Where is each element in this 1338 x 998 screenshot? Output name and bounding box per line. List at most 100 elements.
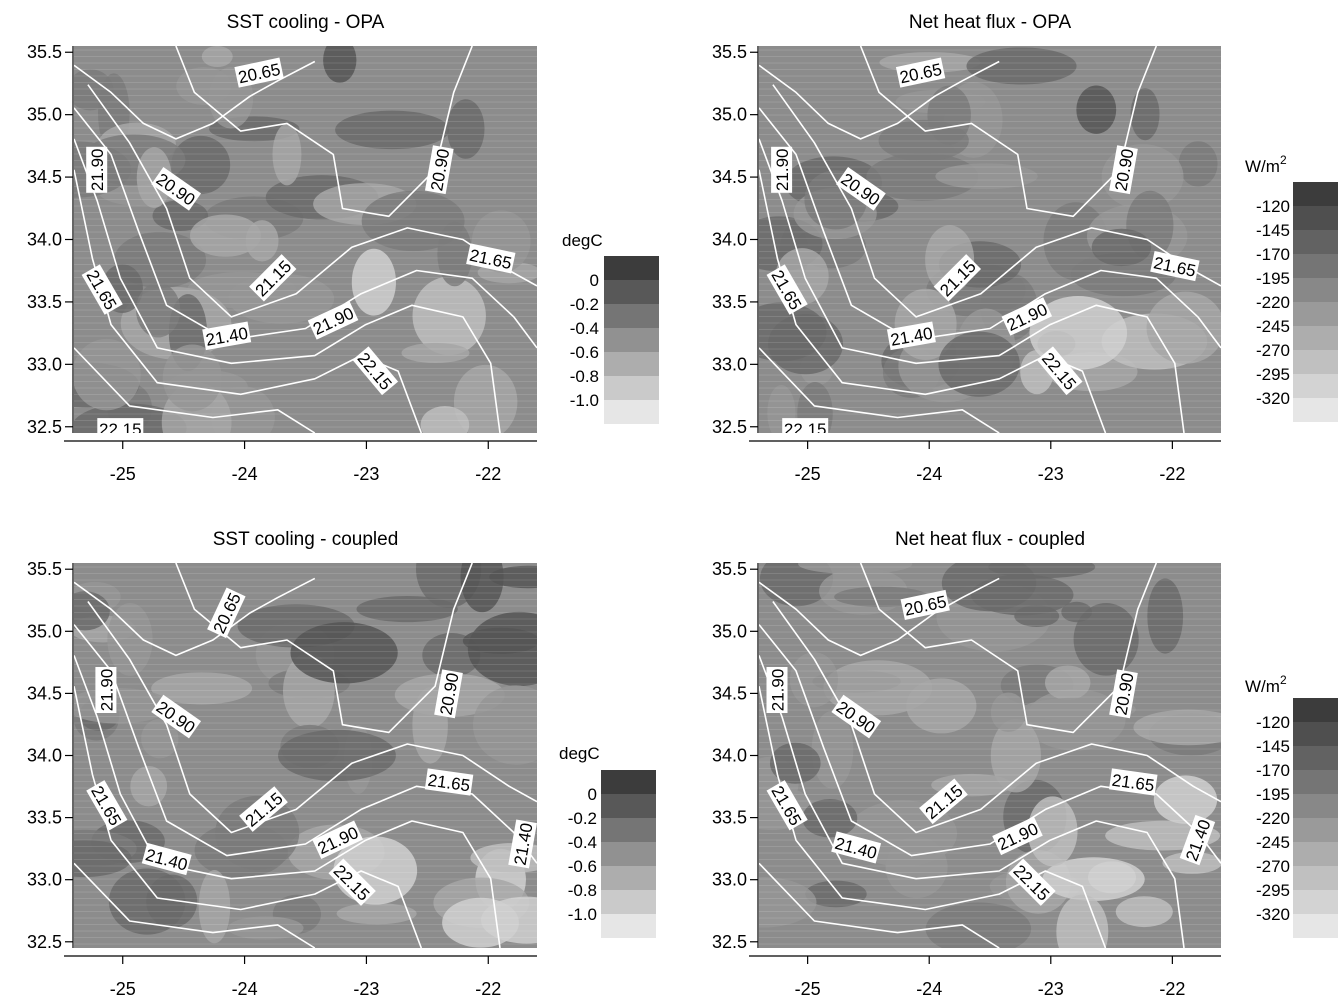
colorbar-tick: -0.2	[568, 809, 597, 828]
colorbar-band	[601, 794, 656, 818]
contour-line	[759, 138, 1185, 433]
y-tick-label: 35.0	[712, 105, 747, 125]
colorbar-tick: -270	[1256, 857, 1290, 876]
y-tick-label: 33.5	[27, 292, 62, 312]
contour-line	[74, 655, 501, 948]
y-tick-label: 33.5	[712, 808, 747, 828]
panel-title: Net heat flux - coupled	[895, 529, 1085, 550]
x-tick-label: -22	[475, 464, 501, 484]
colorbar-tick: -295	[1256, 365, 1290, 384]
y-tick-label: 32.5	[712, 932, 747, 952]
colorbar-band	[601, 890, 656, 914]
colorbar-tick: 0	[588, 785, 597, 804]
y-tick-label: 34.5	[712, 167, 747, 187]
colorbar-band	[1293, 350, 1338, 374]
colorbar-band	[601, 770, 656, 794]
y-tick-label: 33.0	[27, 870, 62, 890]
y-tick-label: 34.5	[27, 167, 62, 187]
colorbar-tick: -195	[1256, 269, 1290, 288]
contour-line	[74, 577, 316, 657]
colorbar-label: W/m2	[1245, 153, 1287, 176]
colorbar-band	[604, 352, 659, 376]
contour-line	[74, 107, 537, 349]
x-tick-label: -25	[110, 979, 136, 998]
colorbar-band	[601, 818, 656, 842]
colorbar-band	[1293, 890, 1338, 914]
contour-label: 22.15	[97, 418, 144, 433]
panel-4: Net heat flux - coupled 20.6520.9020.9021…	[712, 529, 1338, 998]
y-tick-label: 34.0	[712, 230, 747, 250]
colorbar-label: degC	[562, 231, 603, 250]
colorbar-tick: -1.0	[570, 391, 599, 410]
contour-label: 21.40	[508, 819, 537, 869]
contour-label: 21.90	[766, 667, 788, 713]
panel-title: SST cooling - coupled	[213, 529, 399, 550]
y-tick-label: 33.0	[712, 870, 747, 890]
contour-label: 20.90	[434, 669, 463, 719]
x-tick-label: -25	[795, 464, 821, 484]
colorbar-tick: -170	[1256, 245, 1290, 264]
colorbar-label: W/m2	[1245, 673, 1287, 696]
colorbar-band	[1293, 254, 1338, 278]
x-tick-label: -25	[795, 979, 821, 998]
colorbar-band	[1293, 842, 1338, 866]
colorbar-band	[1293, 914, 1338, 938]
colorbar-tick: -295	[1256, 881, 1290, 900]
y-tick-label: 32.5	[712, 417, 747, 437]
contour-label: 21.90	[86, 146, 108, 193]
colorbar-tick: -120	[1256, 713, 1290, 732]
colorbar-tick: -1.0	[568, 905, 597, 924]
colorbar-band	[604, 400, 659, 424]
colorbar-band	[1293, 206, 1338, 230]
contour-label: 22.15	[782, 418, 829, 433]
x-tick-label: -23	[1038, 464, 1064, 484]
x-tick-label: -24	[916, 979, 942, 998]
y-tick-label: 34.5	[27, 683, 62, 703]
svg-text:21.90: 21.90	[773, 149, 792, 192]
colorbar-band	[601, 866, 656, 890]
y-tick-label: 35.5	[27, 42, 62, 62]
colorbar-tick: -0.4	[570, 319, 599, 338]
colorbar-tick: -320	[1256, 389, 1290, 408]
contour-line	[74, 138, 501, 433]
y-tick-label: 32.5	[27, 417, 62, 437]
contour-line	[759, 862, 1000, 948]
contour-label: 21.90	[95, 667, 117, 713]
colorbar-tick: -220	[1256, 293, 1290, 312]
colorbar-tick: -245	[1256, 317, 1290, 336]
contour-line	[74, 862, 316, 948]
colorbar-band	[1293, 182, 1338, 206]
x-tick-label: -22	[1159, 464, 1185, 484]
colorbar-band	[1293, 746, 1338, 770]
colorbar-label: degC	[559, 744, 600, 763]
colorbar-band	[1293, 770, 1338, 794]
colorbar-band	[1293, 398, 1338, 422]
colorbar-tick: -0.6	[568, 857, 597, 876]
contour-line	[759, 60, 1000, 140]
contour-line	[772, 84, 1221, 318]
contour-line	[74, 60, 316, 140]
panel-title: SST cooling - OPA	[227, 12, 385, 33]
svg-text:21.90: 21.90	[769, 669, 788, 712]
colorbar: W/m2 -120 -145 -170 -195 -220 -245 -270 -295 -320	[1245, 153, 1338, 422]
x-tick-label: -24	[232, 464, 258, 484]
colorbar-band	[1293, 722, 1338, 746]
colorbar-band	[1293, 818, 1338, 842]
colorbar: degC 0 -0.2 -0.4 -0.6 -0.8 -1.0	[559, 744, 656, 938]
contour-line	[759, 624, 1221, 864]
y-tick-label: 34.0	[712, 746, 747, 766]
colorbar-band	[601, 842, 656, 866]
y-tick-label: 35.5	[712, 559, 747, 579]
svg-text:21.90: 21.90	[88, 149, 107, 192]
contour-line	[175, 46, 473, 218]
colorbar-tick: -245	[1256, 833, 1290, 852]
y-tick-label: 35.0	[27, 105, 62, 125]
contour-line	[859, 563, 1158, 734]
colorbar-tick: -0.6	[570, 343, 599, 362]
colorbar-tick: -0.4	[568, 833, 597, 852]
panel-3: SST cooling - coupled 20.6520.9020.9021.1…	[27, 529, 656, 998]
